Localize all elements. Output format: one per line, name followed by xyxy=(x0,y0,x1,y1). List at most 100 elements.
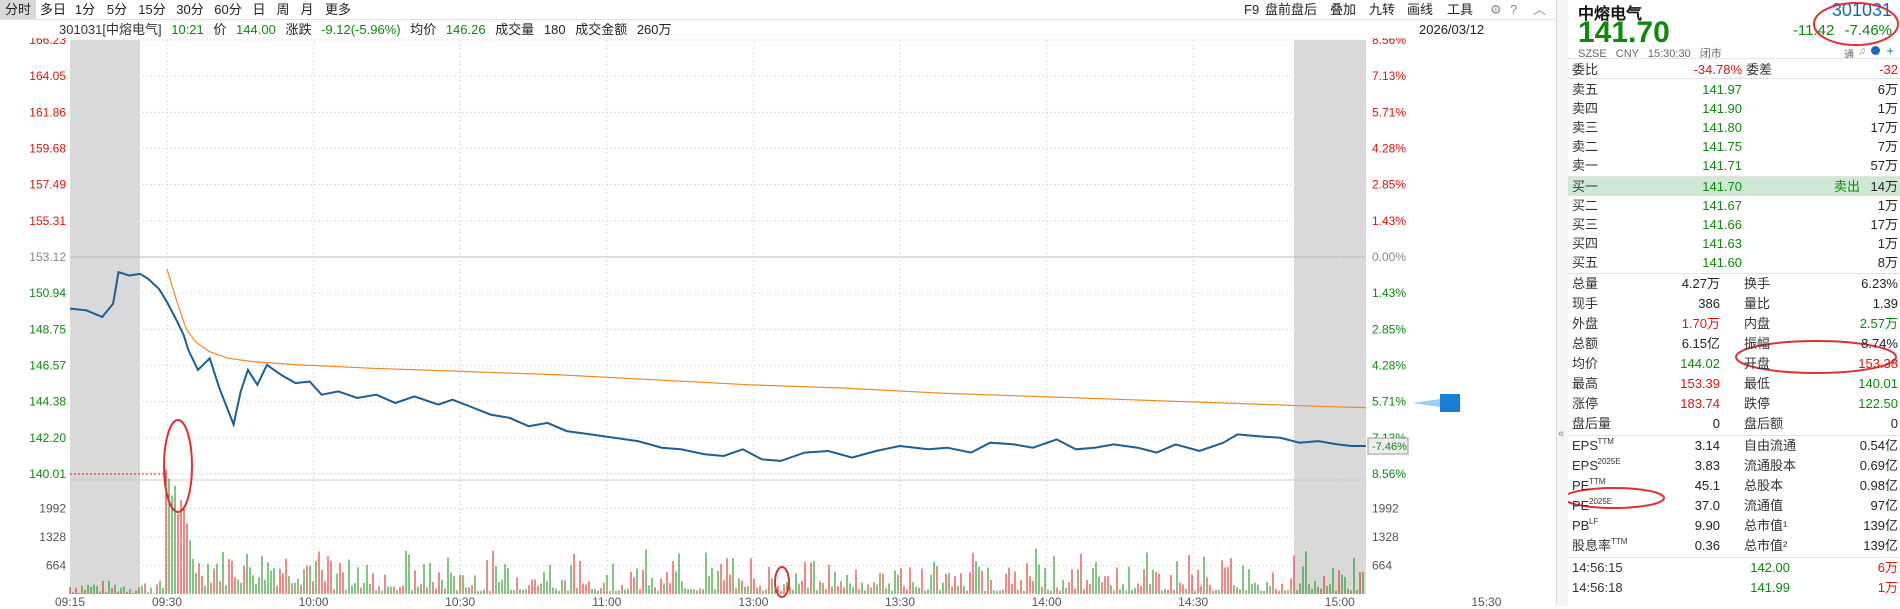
stat-row: 总额 6.15亿 振幅 8.74% xyxy=(1568,334,1900,353)
price-tick-label: 150.94 xyxy=(29,286,66,300)
annotation-circle xyxy=(163,419,193,513)
bid-price: 141.67 xyxy=(1702,198,1742,213)
quote-time: 15:30:30 xyxy=(1647,48,1691,60)
toolbar-button[interactable]: 九转 xyxy=(1369,2,1396,17)
fund-label: 股息率 xyxy=(1572,538,1612,553)
fund-label: 流通股本 xyxy=(1744,458,1797,473)
bid-price: 141.70 xyxy=(1702,179,1742,194)
stat-value: 153.39 xyxy=(1680,376,1720,391)
period-tab[interactable]: 更多 xyxy=(324,2,351,17)
time-tick-label: 14:00 xyxy=(1032,595,1062,606)
period-tab[interactable]: 30分 xyxy=(176,2,204,17)
row-separator xyxy=(1568,557,1900,558)
stat-label: 总量 xyxy=(1572,276,1599,291)
intraday-chart[interactable]: 166.23 8.56% 164.05 7.13% 161.86 5.71% 159.68 4… xyxy=(0,33,1556,609)
stat-label: 量比 xyxy=(1744,296,1771,311)
order-ratio-row: 委比 -34.78% 委差 -32 xyxy=(1568,60,1900,79)
ask-row: 卖二 141.75 7万 xyxy=(1568,137,1900,156)
tick-row: 14:56:15 142.00 6万 xyxy=(1568,558,1900,577)
ask-label: 卖一 xyxy=(1572,158,1599,173)
pct-tick-label: 4.28% xyxy=(1372,141,1406,155)
pct-tick-label: 0.00% xyxy=(1372,250,1406,264)
row-separator xyxy=(1568,58,1900,59)
fund-value: 0.36 xyxy=(1694,538,1720,553)
bid-volume: 17万 xyxy=(1870,217,1898,232)
fund-value: 3.14 xyxy=(1694,438,1720,453)
price-tick-label: 148.75 xyxy=(29,322,66,336)
stat-row: 盘后量 0 盘后额 0 xyxy=(1568,414,1900,433)
trade-marker-icon[interactable] xyxy=(1440,394,1460,412)
toolbar-button[interactable]: 盘前盘后 xyxy=(1265,2,1318,17)
fund-sub: TTM xyxy=(1611,537,1628,546)
stat-value: 1.39 xyxy=(1872,296,1898,311)
toolbar-button[interactable]: 叠加 xyxy=(1330,2,1357,17)
tick-time: 14:56:15 xyxy=(1572,560,1623,575)
panel-splitter[interactable]: « xyxy=(1556,0,1569,606)
price-line xyxy=(69,270,1366,462)
add-icon[interactable]: + xyxy=(1886,43,1894,58)
period-tab[interactable]: 周 xyxy=(276,2,290,17)
price-tick-label: 140.01 xyxy=(29,467,66,481)
stat-row: 均价 144.02 开盘 153.38 xyxy=(1568,354,1900,373)
volume-tick-label: 664 xyxy=(1372,559,1392,573)
fund-value: 97亿 xyxy=(1870,498,1898,513)
pct-tick-label: 4.28% xyxy=(1372,358,1406,372)
bid-row: 买一 141.70 14万 卖出 xyxy=(1568,177,1900,196)
fund-label: 流通值 xyxy=(1744,498,1784,513)
ask-price: 141.80 xyxy=(1702,120,1742,135)
period-tab[interactable]: 5分 xyxy=(106,2,128,17)
header-date: 2026/03/12 xyxy=(1419,22,1485,37)
header-time: 10:21 xyxy=(171,22,204,37)
fund-label: PE xyxy=(1572,478,1590,493)
toolbar-button[interactable]: 工具 xyxy=(1447,2,1474,17)
period-tab[interactable]: 月 xyxy=(300,2,314,17)
stat-value: 386 xyxy=(1698,296,1720,311)
pct-tick-label: 5.71% xyxy=(1372,105,1406,119)
diff-value: -32 xyxy=(1879,62,1898,77)
exchange: SZSE xyxy=(1578,48,1607,60)
circle-icon[interactable] xyxy=(1871,46,1880,55)
stat-value: 4.27万 xyxy=(1681,276,1720,291)
time-tick-label: 15:00 xyxy=(1325,595,1355,606)
period-tab[interactable]: 60分 xyxy=(214,2,242,17)
fund-sub: LF xyxy=(1589,517,1599,526)
period-tab[interactable]: 15分 xyxy=(138,2,166,17)
post-market-shade xyxy=(1294,40,1366,594)
period-tab[interactable]: 1分 xyxy=(74,2,96,17)
fund-value: 37.0 xyxy=(1694,498,1720,513)
fund-label: 总市值¹ xyxy=(1744,518,1788,533)
alert-icon[interactable]: ♫ xyxy=(1858,46,1867,57)
tong-icon[interactable]: 通 xyxy=(1844,50,1854,61)
change-pct: -7.46% xyxy=(1844,22,1892,39)
period-tab[interactable]: 分时 xyxy=(0,0,36,19)
fund-label: PB xyxy=(1572,518,1590,533)
toolbar-button[interactable]: 画线 xyxy=(1407,2,1434,17)
tick-row: 14:56:18 141.99 1万 xyxy=(1568,578,1900,597)
stat-label: 开盘 xyxy=(1744,356,1771,371)
stat-label: 盘后量 xyxy=(1572,416,1612,431)
bid-label: 买二 xyxy=(1572,198,1599,213)
intraday-chart-svg[interactable]: 166.23 8.56% 164.05 7.13% 161.86 5.71% 159.68 4… xyxy=(0,33,1556,609)
toolbar-button[interactable]: F9 xyxy=(1244,2,1260,17)
period-tab[interactable]: 多日 xyxy=(39,2,66,17)
last-price: 141.70 xyxy=(1578,16,1670,49)
period-tab[interactable]: 日 xyxy=(252,2,266,17)
ask-volume: 1万 xyxy=(1877,101,1898,116)
bid-label: 买四 xyxy=(1572,236,1599,251)
volume-tick-label: 664 xyxy=(46,559,66,573)
gear-icon[interactable]: ⚙ xyxy=(1490,2,1502,17)
pct-tick-label: 2.85% xyxy=(1372,322,1406,336)
fundamental-row: PB LF 9.90 总市值¹ 139亿 xyxy=(1568,516,1900,535)
collapse-arrow-icon[interactable]: « xyxy=(1558,428,1565,440)
bid-volume: 14万 xyxy=(1870,179,1898,194)
price-tick-label: 157.49 xyxy=(29,178,66,192)
stat-value: 122.50 xyxy=(1858,396,1898,411)
help-icon[interactable]: ? xyxy=(1510,2,1518,17)
stat-label: 跌停 xyxy=(1744,396,1771,411)
stock-code-label: 301031[中熔电气] xyxy=(59,22,162,37)
pct-tick-label: 7.13% xyxy=(1372,69,1406,83)
chevron-up-icon[interactable]: ︿ xyxy=(1533,2,1547,17)
fund-sub: 2025E xyxy=(1597,457,1621,466)
avg-label: 均价 xyxy=(410,22,437,37)
stat-label: 内盘 xyxy=(1744,316,1771,331)
